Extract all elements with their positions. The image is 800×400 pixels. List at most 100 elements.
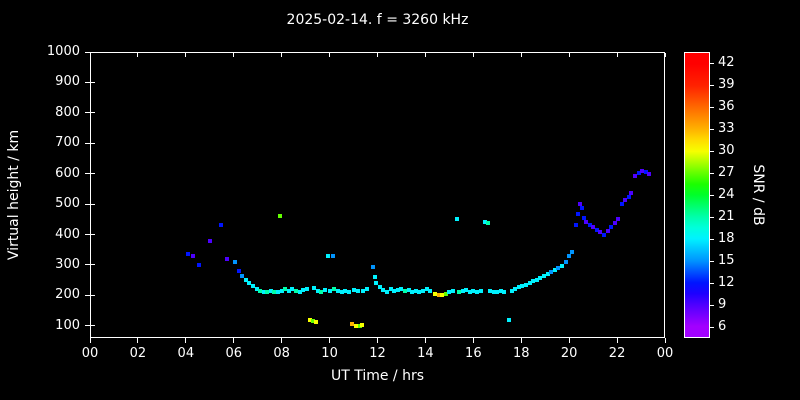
- colorbar-tick-label: 12: [718, 275, 735, 290]
- data-point: [574, 222, 579, 227]
- colorbar-tick-label: 15: [718, 253, 735, 268]
- data-point: [478, 289, 483, 294]
- x-axis-tick-inner: [472, 53, 474, 57]
- data-point: [304, 286, 309, 291]
- data-point: [290, 286, 295, 291]
- data-point: [520, 284, 525, 289]
- y-axis-tick: [85, 203, 90, 205]
- data-point: [332, 287, 337, 292]
- x-axis-tick: [233, 338, 235, 343]
- data-point: [385, 289, 390, 294]
- data-point: [552, 268, 557, 273]
- colorbar-tick-label: 18: [718, 231, 735, 246]
- data-point: [406, 287, 411, 292]
- data-point: [498, 289, 503, 294]
- colorbar-tick: [710, 150, 714, 152]
- data-point: [464, 287, 469, 292]
- x-axis-tick: [137, 338, 139, 343]
- y-axis-tick-inner: [91, 112, 95, 114]
- x-axis-tick: [329, 338, 331, 343]
- data-point: [467, 289, 472, 294]
- colorbar-tick: [710, 326, 714, 328]
- data-point: [286, 289, 291, 294]
- colorbar-tick: [710, 172, 714, 174]
- data-point: [364, 287, 369, 292]
- data-point: [581, 215, 586, 220]
- data-point: [474, 290, 479, 295]
- data-point: [491, 290, 496, 295]
- data-point: [563, 259, 568, 264]
- data-point: [351, 287, 356, 292]
- colorbar-tick: [710, 260, 714, 262]
- data-point: [395, 287, 400, 292]
- data-point: [527, 281, 532, 286]
- colorbar-tick-label: 36: [718, 99, 735, 114]
- data-point: [346, 289, 351, 294]
- data-point: [627, 195, 632, 200]
- x-axis-tick-label: 12: [369, 346, 386, 361]
- data-point: [576, 211, 581, 216]
- y-axis-tick-label: 1000: [46, 44, 80, 59]
- x-axis-tick-label: 16: [465, 346, 482, 361]
- colorbar-tick: [710, 304, 714, 306]
- data-point: [450, 289, 455, 294]
- y-axis-tick-inner: [91, 173, 95, 175]
- data-point: [297, 289, 302, 294]
- y-axis-tick-inner: [91, 51, 95, 53]
- colorbar-tick: [710, 106, 714, 108]
- colorbar-tick: [710, 84, 714, 86]
- data-point: [516, 285, 521, 290]
- data-point: [567, 254, 572, 259]
- data-point: [616, 216, 621, 221]
- data-point: [619, 202, 624, 207]
- x-axis-tick-inner: [185, 53, 187, 57]
- data-point: [388, 286, 393, 291]
- data-point: [197, 262, 201, 267]
- data-point: [224, 256, 229, 261]
- y-axis-tick: [85, 112, 90, 114]
- y-axis-tick: [85, 234, 90, 236]
- data-point: [633, 174, 638, 179]
- x-axis-tick-label: 02: [129, 346, 147, 361]
- data-point: [373, 274, 378, 279]
- data-point: [443, 291, 448, 296]
- data-point: [310, 318, 315, 323]
- y-axis-tick: [85, 325, 90, 327]
- colorbar-tick: [710, 128, 714, 130]
- data-point: [331, 253, 336, 258]
- y-axis-tick: [85, 264, 90, 266]
- data-point: [357, 323, 362, 328]
- colorbar-tick-label: 30: [718, 143, 735, 158]
- data-point: [421, 289, 426, 294]
- data-point: [598, 230, 603, 235]
- colorbar-gradient: [684, 52, 710, 338]
- x-axis-tick-inner: [233, 53, 235, 57]
- data-point: [312, 286, 316, 291]
- x-axis-tick-inner: [520, 53, 522, 57]
- data-point: [643, 170, 648, 175]
- data-point: [605, 228, 610, 233]
- data-point: [486, 220, 491, 225]
- x-axis-tick-label: 14: [417, 346, 434, 361]
- data-point: [294, 288, 299, 293]
- data-point: [495, 289, 500, 294]
- y-axis-tick-label: 300: [55, 256, 80, 272]
- x-axis-tick-label: 20: [560, 346, 578, 361]
- data-point: [636, 171, 641, 176]
- data-point: [276, 289, 281, 294]
- y-axis-tick: [85, 81, 90, 83]
- x-axis-tick-inner: [424, 53, 426, 57]
- y-axis-tick: [85, 173, 90, 175]
- data-point: [612, 220, 617, 225]
- data-point: [591, 225, 596, 230]
- data-point: [399, 287, 404, 292]
- data-point: [428, 289, 433, 294]
- data-point: [314, 320, 319, 325]
- colorbar-tick: [710, 194, 714, 196]
- data-point: [339, 290, 344, 295]
- x-axis-tick-label: 00: [656, 346, 674, 361]
- x-axis-label: UT Time / hrs: [330, 368, 425, 384]
- data-point: [374, 281, 379, 286]
- colorbar-tick-label: 42: [718, 55, 735, 70]
